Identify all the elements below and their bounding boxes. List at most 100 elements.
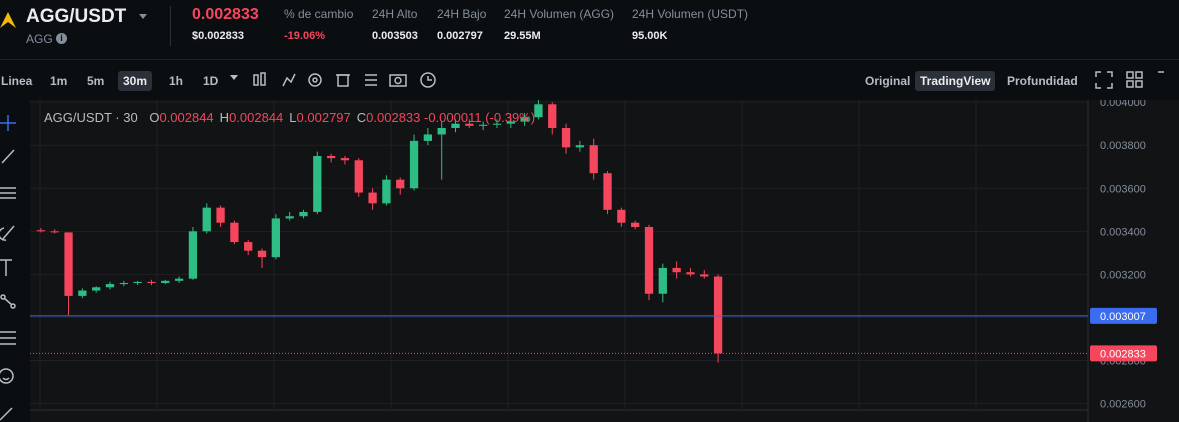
candle-body (506, 121, 515, 124)
stat-value: 0.002797 (437, 30, 483, 42)
price-line-label: 0.003007 (1100, 311, 1146, 323)
candle-body (257, 250, 267, 258)
legend-ohlc: O0.002844 H0.002844 L0.002797 C0.002833 (141, 110, 420, 125)
asset: AGG (26, 32, 53, 46)
divider (170, 6, 171, 46)
interval[interactable]: 30m (118, 71, 153, 91)
view-tab[interactable]: Original (865, 74, 911, 88)
layout-icons[interactable] (1094, 70, 1174, 90)
candle-body (216, 207, 225, 223)
candle-body (575, 145, 585, 148)
ohlc-value: 0.002797 (296, 110, 351, 125)
stat-value: 0.003503 (372, 30, 418, 42)
chart-style[interactable]: Linea (1, 74, 33, 88)
candle-body (423, 134, 433, 141)
view-tab[interactable]: TradingView (915, 71, 996, 91)
candle-body (50, 231, 59, 233)
y-tick-label: 0.002600 (1100, 399, 1146, 411)
ohlc-key: H (219, 110, 230, 125)
candle-body (354, 160, 363, 193)
candle-body (700, 274, 709, 277)
interval[interactable]: 1D (203, 74, 219, 88)
stat-label: 24H Alto (372, 7, 418, 21)
candle-body (465, 123, 474, 126)
stat-label: 24H Volumen (USDT) (632, 7, 749, 21)
candle-body (631, 222, 640, 228)
candle-body (271, 218, 280, 258)
chart-toolbar: Linea 1m 5m 30m 1h 1D Original TradingView Pro… (0, 59, 1179, 101)
chart-background (30, 100, 1179, 422)
y-tick-label: 0.003200 (1100, 269, 1146, 281)
candle-body (64, 232, 73, 296)
candle-body (119, 282, 128, 285)
interval[interactable]: 1h (169, 74, 184, 88)
ohlc-value: 0.002844 (229, 110, 284, 125)
ohlc-key: O (149, 110, 160, 125)
stat-label: 24H Volumen (AGG) (504, 7, 615, 21)
chart-legend: AGG/USDT · 30 O0.002844 H0.002844 L0.00279… (44, 110, 535, 125)
candle-body (382, 179, 391, 204)
y-tick-label: 0.003600 (1100, 183, 1146, 195)
candle-body (188, 231, 198, 279)
stat-value: 95.00K (632, 30, 668, 42)
candle-body (368, 192, 377, 204)
candle-body (561, 127, 571, 148)
y-tick-label: 0.003800 (1100, 140, 1146, 152)
logo (0, 12, 16, 28)
legend-pair: AGG/USDT · 30 (44, 110, 138, 125)
interval[interactable]: 5m (87, 74, 105, 88)
y-tick-label: 0.003400 (1100, 226, 1146, 238)
candle-body (451, 123, 460, 128)
symbol-dropdown[interactable] (138, 13, 148, 21)
candle-body (603, 173, 612, 210)
candle-body (147, 281, 156, 283)
price-line-tag (1090, 345, 1157, 362)
candle-body (105, 284, 115, 288)
candle-body (161, 280, 170, 283)
last-price: 0.002833 (192, 6, 259, 23)
candle-body (548, 104, 557, 128)
legend-change: -0.000011 (-0.39%) (424, 110, 536, 125)
candle-body (285, 216, 294, 219)
ticker-header: AGG/USDT AGG i 0.002833 $0.002833 % de c… (0, 0, 1179, 58)
chart: 0.0026000.0028000.0030000.0032000.003400… (30, 100, 1179, 422)
candle-body (492, 123, 502, 125)
candle-body (658, 267, 667, 294)
candle-body (534, 104, 543, 118)
candle-body (230, 222, 239, 243)
candle-body (437, 127, 446, 135)
y-tick-label: 0.004000 (1100, 100, 1146, 109)
ohlc-value: 0.002833 (366, 110, 421, 125)
candle-body (644, 227, 654, 294)
info-icon[interactable]: i (56, 33, 67, 44)
view-tab[interactable]: Profundidad (1007, 74, 1078, 88)
candle-body (36, 230, 46, 232)
candle-body (174, 278, 184, 281)
candle-body (396, 179, 405, 189)
candle-body (133, 281, 142, 283)
stat-value: 29.55M (504, 30, 541, 42)
interval[interactable]: 1m (50, 74, 68, 88)
stat-value: -19.06% (284, 30, 325, 42)
candle-body (326, 155, 336, 159)
candle-body (78, 290, 87, 296)
candle-body (617, 209, 626, 223)
candle-body (409, 140, 419, 189)
ohlc-value: 0.002844 (159, 110, 214, 125)
candle-body (686, 272, 695, 275)
candle-body (713, 276, 723, 354)
price-line-label: 0.002833 (1100, 348, 1146, 360)
candle-body (672, 267, 681, 273)
interval-dropdown[interactable] (229, 74, 239, 82)
tool-icons[interactable] (250, 70, 450, 90)
drawing-tools[interactable] (0, 100, 30, 422)
candle-body (299, 211, 308, 217)
candle-body (340, 158, 350, 161)
ohlc-key: L (289, 110, 297, 125)
price-usd: $0.002833 (192, 30, 244, 42)
symbol[interactable]: AGG/USDT (26, 6, 127, 27)
stat-label: 24H Bajo (437, 7, 487, 21)
candle-body (244, 242, 253, 251)
